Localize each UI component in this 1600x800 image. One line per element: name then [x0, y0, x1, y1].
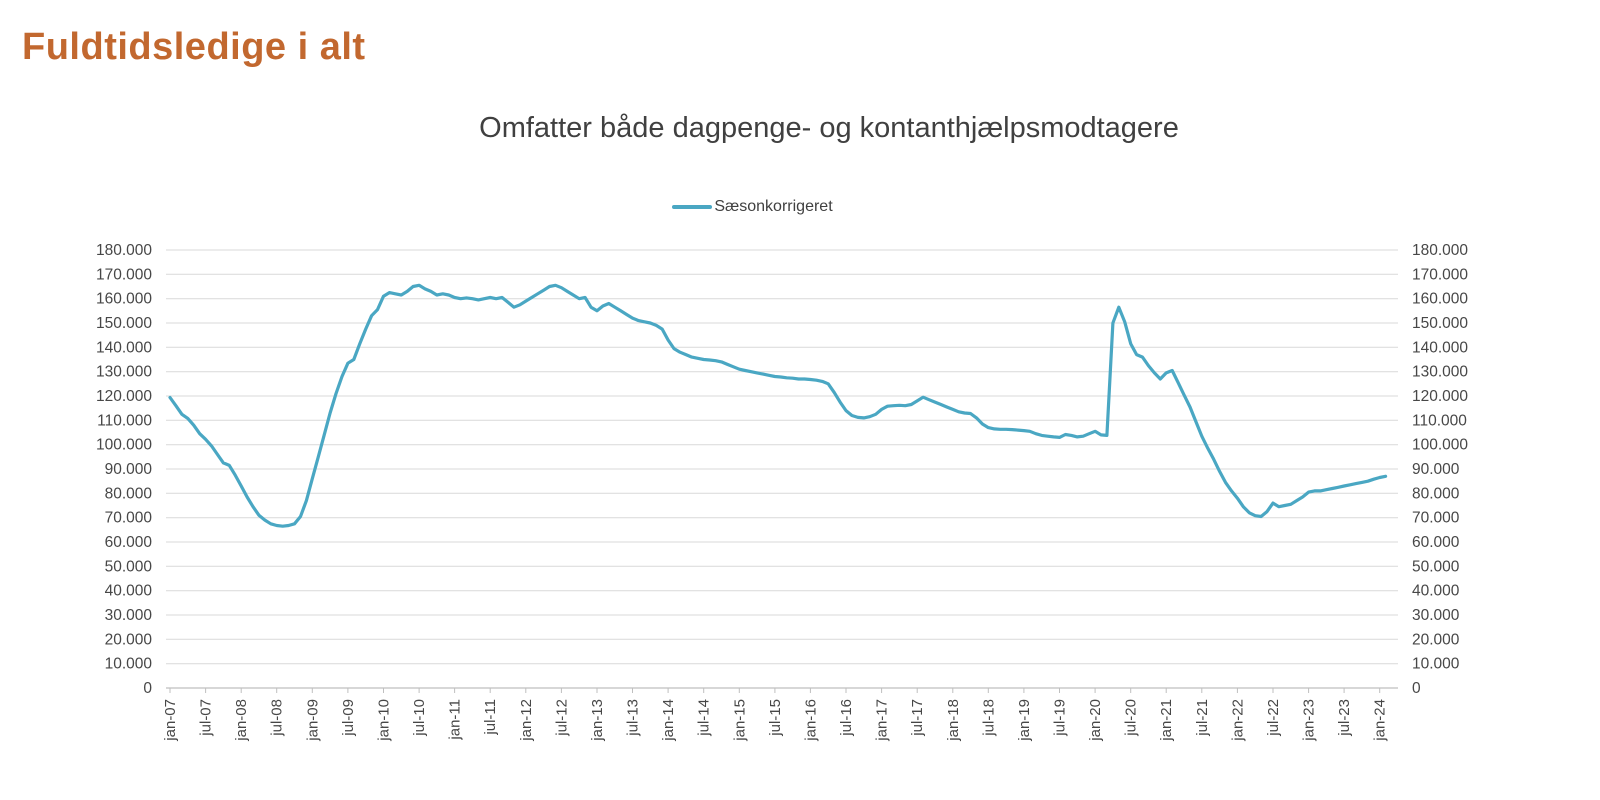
- page-title: Fuldtidsledige i alt: [22, 26, 366, 68]
- y-tick-label-right: 150.000: [1412, 315, 1468, 332]
- x-tick-label: jul-14: [696, 699, 713, 737]
- y-axis-right-labels: 180.000 170.000 160.000 150.000 140.000 130.0…: [1412, 242, 1468, 697]
- x-tick-label: jan-14: [660, 699, 677, 742]
- x-tick-label: jan-07: [162, 699, 179, 742]
- y-tick-label-left: 40.000: [105, 583, 153, 600]
- y-tick-label-left: 110.000: [97, 412, 152, 429]
- x-tick-label: jul-18: [980, 699, 997, 737]
- y-tick-label-left: 150.000: [96, 315, 152, 332]
- x-axis-labels: jan-07 jul-07 jan-08 jul-08 jan-09 jul-09 jan-…: [162, 699, 1389, 742]
- x-tick-label: jan-21: [1158, 699, 1175, 742]
- y-tick-label-right: 130.000: [1412, 364, 1468, 381]
- y-tick-label-right: 140.000: [1412, 339, 1468, 356]
- x-tick-label: jan-15: [731, 699, 748, 742]
- x-tick-label: jul-16: [838, 699, 855, 737]
- gridlines: [166, 249, 1398, 665]
- x-tick-label: jul-19: [1052, 699, 1069, 737]
- x-tick-label: jul-12: [553, 699, 570, 737]
- x-tick-label: jul-08: [269, 699, 286, 737]
- y-tick-label-left: 50.000: [105, 558, 153, 575]
- y-tick-label-right: 40.000: [1412, 583, 1460, 600]
- x-tick-label: jul-13: [625, 699, 642, 737]
- x-tick-label: jul-23: [1336, 699, 1353, 737]
- y-tick-label-left: 80.000: [105, 485, 153, 502]
- x-tick-label: jan-11: [447, 699, 464, 741]
- y-tick-label-right: 180.000: [1412, 242, 1468, 259]
- y-tick-label-left: 0: [143, 680, 152, 697]
- y-tick-label-left: 170.000: [96, 266, 152, 283]
- x-tick-label: jan-17: [874, 699, 891, 742]
- x-tick-label: jul-07: [198, 699, 215, 737]
- x-tick-label: jan-20: [1087, 699, 1104, 742]
- x-tick-label: jul-22: [1265, 699, 1282, 737]
- x-tick-label: jul-09: [340, 699, 357, 737]
- y-tick-label-right: 0: [1412, 680, 1421, 697]
- chart-title: Omfatter både dagpenge- og kontanthjælps…: [479, 112, 1179, 144]
- y-tick-label-left: 100.000: [96, 437, 152, 454]
- x-tick-label: jul-20: [1123, 699, 1140, 737]
- legend-label: Sæsonkorrigeret: [714, 198, 833, 215]
- y-axis-left-labels: 180.000 170.000 160.000 150.000 140.000 130.0…: [96, 242, 152, 697]
- y-tick-label-right: 160.000: [1412, 291, 1468, 308]
- x-tick-label: jul-11: [482, 699, 499, 736]
- x-tick-label: jul-21: [1194, 699, 1211, 737]
- x-tick-label: jan-22: [1229, 699, 1246, 742]
- plot-area: 180.000 170.000 160.000 150.000 140.000 130.0…: [96, 242, 1468, 742]
- series-line-group: [168, 283, 1388, 528]
- chart-legend: Sæsonkorrigeret: [0, 198, 1600, 216]
- y-tick-label-left: 10.000: [105, 656, 153, 673]
- y-tick-label-left: 90.000: [105, 461, 153, 478]
- x-tick-label: jul-10: [411, 699, 428, 737]
- y-tick-label-left: 180.000: [96, 242, 152, 259]
- x-axis: [166, 687, 1398, 693]
- y-tick-label-right: 60.000: [1412, 534, 1460, 551]
- y-tick-label-left: 120.000: [96, 388, 152, 405]
- x-tick-label: jan-19: [1016, 699, 1033, 742]
- legend-line-marker: [672, 205, 713, 209]
- series-line: [168, 283, 1388, 528]
- x-tick-label: jan-08: [233, 699, 250, 742]
- y-tick-label-right: 170.000: [1412, 266, 1468, 283]
- y-tick-label-left: 140.000: [96, 339, 152, 356]
- x-tick-label: jan-18: [945, 699, 962, 742]
- y-tick-label-right: 80.000: [1412, 485, 1460, 502]
- y-tick-label-left: 160.000: [96, 291, 152, 308]
- y-tick-label-right: 90.000: [1412, 461, 1460, 478]
- x-tick-label: jan-10: [376, 699, 393, 742]
- x-tick-label: jul-17: [909, 699, 926, 737]
- y-tick-label-right: 50.000: [1412, 558, 1460, 575]
- y-tick-label-right: 10.000: [1412, 656, 1460, 673]
- y-tick-label-left: 20.000: [105, 631, 153, 648]
- y-tick-label-right: 20.000: [1412, 631, 1460, 648]
- x-tick-label: jan-23: [1301, 699, 1318, 742]
- y-tick-label-right: 100.000: [1412, 437, 1468, 454]
- x-tick-label: jan-13: [589, 699, 606, 742]
- x-tick-label: jan-09: [304, 699, 321, 742]
- y-tick-label-left: 60.000: [105, 534, 153, 551]
- x-tick-label: jan-16: [802, 699, 819, 742]
- y-tick-label-left: 130.000: [96, 364, 152, 381]
- y-tick-label-right: 30.000: [1412, 607, 1460, 624]
- y-tick-label-right: 70.000: [1412, 510, 1460, 527]
- x-tick-label: jan-12: [518, 699, 535, 742]
- x-tick-label: jul-15: [767, 699, 784, 737]
- x-tick-label: jan-24: [1372, 699, 1389, 742]
- y-tick-label-right: 110.000: [1412, 412, 1467, 429]
- y-tick-label-left: 70.000: [105, 510, 153, 527]
- y-tick-label-left: 30.000: [105, 607, 153, 624]
- y-tick-label-right: 120.000: [1412, 388, 1468, 405]
